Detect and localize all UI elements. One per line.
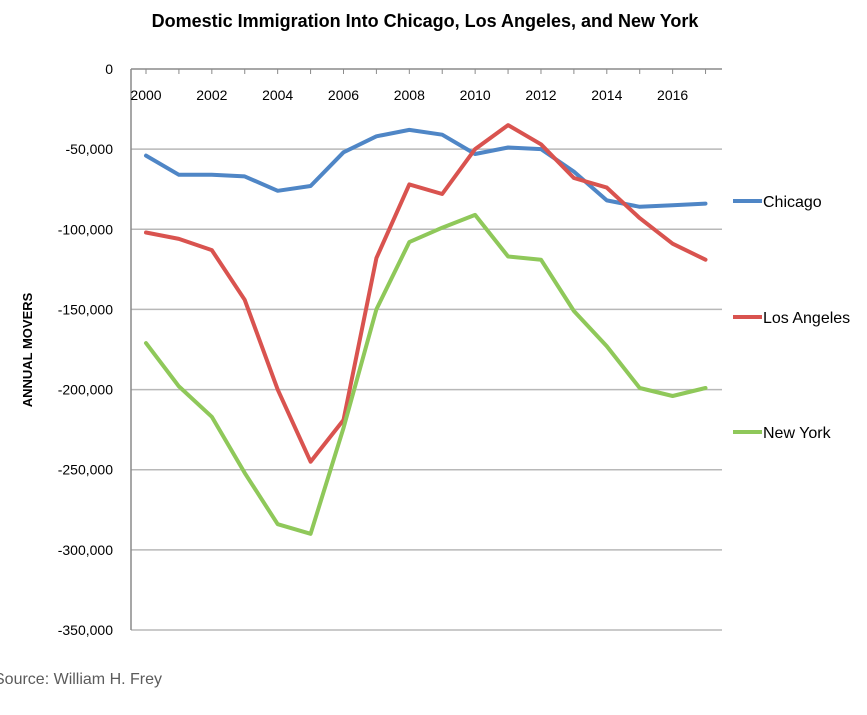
chart-title: Domestic Immigration Into Chicago, Los A… bbox=[152, 11, 700, 31]
legend-label-chicago: Chicago bbox=[763, 194, 822, 211]
legend: Chicago Los Angeles New York bbox=[733, 194, 850, 442]
y-axis-label: ANNUAL MOVERS bbox=[20, 292, 35, 407]
series-lines bbox=[144, 123, 708, 536]
series-line-new-york bbox=[144, 212, 708, 536]
x-tick-label: 2016 bbox=[657, 87, 688, 103]
x-tick-label: 2004 bbox=[262, 87, 293, 103]
x-tick-label: 2006 bbox=[328, 87, 359, 103]
legend-label-new-york: New York bbox=[763, 425, 832, 442]
series-line-los-angeles bbox=[144, 123, 708, 464]
series-line-chicago bbox=[144, 127, 708, 209]
y-tick-label: -150,000 bbox=[58, 301, 113, 317]
x-tick-label: 2000 bbox=[130, 87, 161, 103]
y-tick-label: 0 bbox=[105, 61, 113, 77]
legend-label-los-angeles: Los Angeles bbox=[763, 310, 850, 327]
x-tick-label: 2014 bbox=[591, 87, 622, 103]
axes: 0 -50,000 -100,000 -150,000 -200,000 -250,000… bbox=[58, 61, 722, 638]
y-tick-label: -100,000 bbox=[58, 221, 113, 237]
x-tick-label: 2010 bbox=[460, 87, 491, 103]
y-tick-label: -50,000 bbox=[66, 141, 114, 157]
y-tick-label: -200,000 bbox=[58, 382, 113, 398]
y-tick-label: -350,000 bbox=[58, 622, 113, 638]
grid-lines bbox=[131, 148, 722, 631]
source-note: Source: William H. Frey bbox=[0, 671, 163, 688]
x-tick-label: 2008 bbox=[394, 87, 425, 103]
y-tick-label: -300,000 bbox=[58, 542, 113, 558]
x-tick-label: 2002 bbox=[196, 87, 227, 103]
x-tick-label: 2012 bbox=[525, 87, 556, 103]
y-tick-label: -250,000 bbox=[58, 462, 113, 478]
